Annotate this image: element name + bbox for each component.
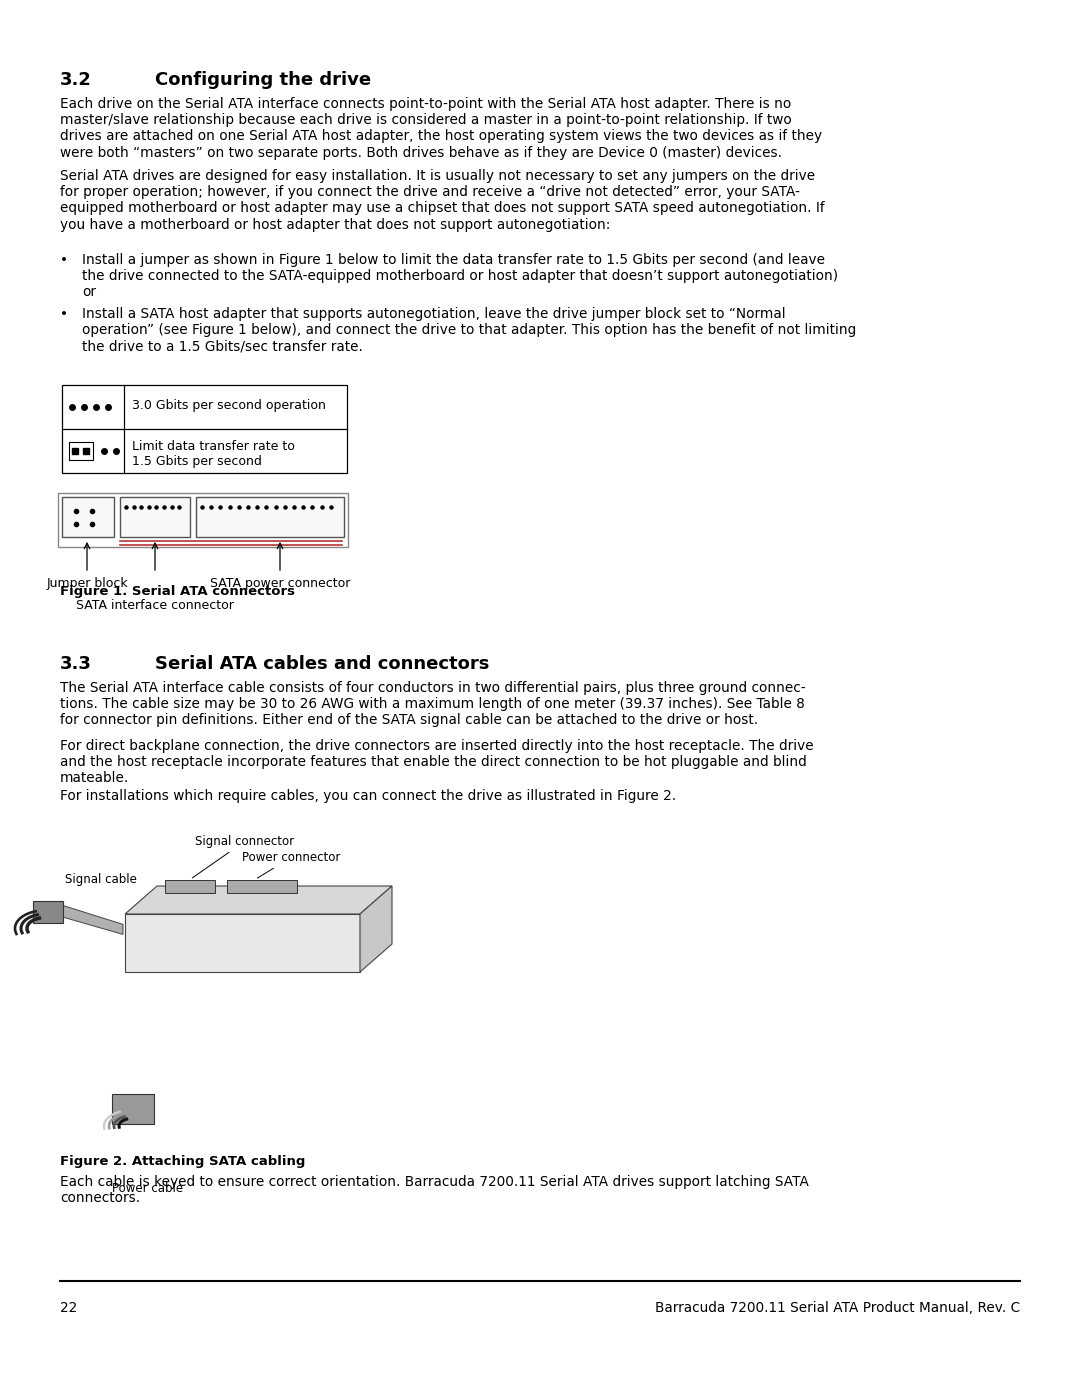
Polygon shape (227, 880, 297, 893)
Text: 3.2: 3.2 (60, 71, 92, 89)
Text: The Serial ATA interface cable consists of four conductors in two differential p: The Serial ATA interface cable consists … (60, 680, 806, 728)
Text: Limit data transfer rate to
1.5 Gbits per second: Limit data transfer rate to 1.5 Gbits pe… (132, 440, 295, 468)
Polygon shape (125, 886, 392, 914)
Polygon shape (360, 886, 392, 972)
Text: 22: 22 (60, 1301, 78, 1315)
Polygon shape (125, 914, 360, 972)
Text: For installations which require cables, you can connect the drive as illustrated: For installations which require cables, … (60, 789, 676, 803)
Text: Figure 2. Attaching SATA cabling: Figure 2. Attaching SATA cabling (60, 1155, 306, 1168)
Text: SATA interface connector: SATA interface connector (76, 599, 234, 612)
Text: Install a SATA host adapter that supports autonegotiation, leave the drive jumpe: Install a SATA host adapter that support… (82, 307, 856, 353)
FancyBboxPatch shape (62, 497, 114, 536)
FancyBboxPatch shape (69, 441, 93, 460)
Text: 3.3: 3.3 (60, 655, 92, 673)
Text: For direct backplane connection, the drive connectors are inserted directly into: For direct backplane connection, the dri… (60, 739, 813, 785)
FancyBboxPatch shape (195, 497, 345, 536)
Text: Each drive on the Serial ATA interface connects point-to-point with the Serial A: Each drive on the Serial ATA interface c… (60, 96, 822, 159)
Text: Power connector: Power connector (242, 851, 340, 879)
FancyBboxPatch shape (62, 386, 347, 474)
Text: Serial ATA drives are designed for easy installation. It is usually not necessar: Serial ATA drives are designed for easy … (60, 169, 825, 232)
Text: Figure 1. Serial ATA connectors: Figure 1. Serial ATA connectors (60, 585, 295, 598)
Polygon shape (50, 901, 123, 935)
FancyBboxPatch shape (120, 497, 190, 536)
Text: Configuring the drive: Configuring the drive (156, 71, 372, 89)
Text: •: • (60, 307, 68, 321)
Text: Power cable: Power cable (112, 1182, 184, 1194)
Text: Jumper block: Jumper block (46, 577, 127, 590)
Text: Signal connector: Signal connector (192, 835, 294, 877)
FancyBboxPatch shape (33, 901, 63, 923)
Text: Install a jumper as shown in Figure 1 below to limit the data transfer rate to 1: Install a jumper as shown in Figure 1 be… (82, 253, 838, 299)
FancyBboxPatch shape (112, 1094, 154, 1125)
Text: Each cable is keyed to ensure correct orientation. Barracuda 7200.11 Serial ATA : Each cable is keyed to ensure correct or… (60, 1175, 809, 1206)
Text: Barracuda 7200.11 Serial ATA Product Manual, Rev. C: Barracuda 7200.11 Serial ATA Product Man… (654, 1301, 1020, 1315)
Text: •: • (60, 253, 68, 267)
Text: SATA power connector: SATA power connector (210, 577, 350, 590)
Text: 3.0 Gbits per second operation: 3.0 Gbits per second operation (132, 398, 326, 412)
Text: Signal cable: Signal cable (65, 873, 137, 887)
Text: Serial ATA cables and connectors: Serial ATA cables and connectors (156, 655, 489, 673)
Polygon shape (165, 880, 215, 893)
